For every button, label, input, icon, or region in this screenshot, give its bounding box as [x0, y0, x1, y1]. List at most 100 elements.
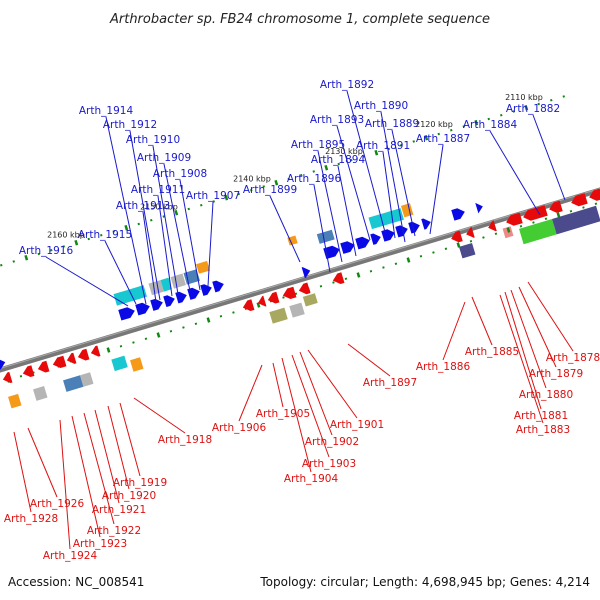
- gene-label-reverse: Arth_1926: [30, 498, 85, 510]
- reverse-gene-arrow: [488, 220, 497, 232]
- callout-line-forward: [157, 195, 173, 297]
- map-title: Arthrobacter sp. FB24 chromosome 1, comp…: [109, 12, 490, 27]
- forward-gene-arrow: [451, 208, 465, 221]
- callout-line-reverse: [272, 362, 284, 408]
- tick-row-top: [450, 128, 453, 132]
- gene-label-reverse: Arth_1920: [102, 490, 156, 502]
- forward-gene-arrow: [475, 202, 483, 214]
- cog-track: [8, 203, 600, 409]
- cog-block-cyan: [113, 285, 147, 306]
- callout-line-reverse: [119, 402, 141, 477]
- reverse-gene-arrow: [523, 205, 548, 221]
- tick-row-top: [262, 185, 266, 188]
- gene-label-reverse: Arth_1886: [416, 361, 471, 373]
- reverse-gene-arrow: [257, 295, 267, 307]
- cog-block-grey: [80, 372, 94, 387]
- callout-line-forward: [163, 163, 191, 292]
- gene-label-reverse: Arth_1919: [113, 477, 167, 489]
- tick-row-bottom: [544, 217, 548, 220]
- gene-label-reverse: Arth_1906: [212, 422, 267, 434]
- tick-row-top: [137, 222, 141, 226]
- gene-label-forward: Arth_1913: [116, 200, 170, 212]
- gene-label-forward: Arth_1890: [354, 100, 408, 112]
- gene-label-forward: Arth_1911: [131, 184, 185, 196]
- callout-line-reverse: [347, 343, 391, 377]
- tick-row-bottom: [432, 251, 435, 254]
- forward-gene-arrow: [200, 284, 212, 296]
- cog-block-navy: [459, 243, 476, 259]
- gene-label-forward: Arth_1884: [463, 119, 518, 131]
- tick-row-top: [412, 140, 416, 143]
- tick-row-top: [150, 218, 153, 222]
- gene-label-forward: Arth_1889: [365, 118, 419, 130]
- callout-line-forward: [45, 256, 129, 307]
- gene-callouts: Arth_1882Arth_1884Arth_1887Arth_1889Arth…: [4, 79, 600, 562]
- cog-block-orange: [287, 235, 298, 246]
- reverse-gene-arrow: [52, 355, 67, 369]
- tick-row-top: [550, 98, 553, 102]
- gene-label-reverse: Arth_1924: [43, 550, 98, 562]
- tick-row-top: [12, 260, 16, 263]
- gene-label-reverse: Arth_1922: [87, 525, 141, 537]
- cog-block-grey: [33, 386, 48, 401]
- tick-row-top: [312, 170, 316, 173]
- tick-row-top: [187, 207, 191, 211]
- cog-block-navy: [552, 205, 600, 235]
- tick-row-bottom: [106, 347, 111, 353]
- tick-row-top: [212, 200, 216, 203]
- backbone-track: [0, 187, 600, 373]
- tick-row-bottom: [182, 326, 185, 329]
- tick-row-bottom: [369, 269, 373, 273]
- callout-line-reverse: [83, 412, 115, 525]
- gene-label-reverse: Arth_1901: [330, 419, 384, 431]
- backbone-highlight: [0, 187, 600, 370]
- tick-row-bottom: [32, 371, 35, 374]
- reverse-gene-arrow: [549, 200, 563, 213]
- tick-row-bottom: [256, 302, 261, 308]
- gene-label-forward: Arth_1895: [291, 139, 345, 151]
- cog-block-grey: [289, 302, 305, 318]
- scale-label: 2110 kbp: [505, 93, 543, 102]
- callout-line-reverse: [59, 419, 71, 550]
- tick-row-bottom: [582, 206, 585, 209]
- forward-gene-arrow: [135, 302, 150, 316]
- tick-row-bottom: [594, 202, 598, 205]
- callout-line-reverse: [510, 289, 547, 389]
- gene-label-reverse: Arth_1880: [519, 389, 573, 401]
- tick-row-bottom: [382, 266, 385, 269]
- forward-gene-arrow: [150, 298, 163, 311]
- tick-row-bottom: [332, 281, 335, 284]
- gene-label-reverse: Arth_1878: [546, 352, 600, 364]
- tick-row-top: [362, 155, 366, 158]
- callout-line-reverse: [71, 415, 101, 538]
- callout-line-forward: [336, 125, 371, 241]
- gene-label-reverse: Arth_1905: [256, 408, 310, 420]
- callout-line-reverse: [94, 409, 120, 504]
- reverse-gene-arrow: [282, 286, 297, 300]
- tick-row-top: [374, 149, 379, 156]
- gene-label-reverse: Arth_1923: [73, 538, 127, 550]
- callout-line-reverse: [133, 397, 186, 434]
- scale-label: 2150 kbp: [140, 203, 178, 212]
- tick-row-bottom: [469, 239, 473, 243]
- gene-label-reverse: Arth_1902: [305, 436, 359, 448]
- gene-label-reverse: Arth_1897: [363, 377, 417, 389]
- forward-gene-arrow: [187, 287, 200, 300]
- tick-row-top: [462, 125, 466, 128]
- tick-row-bottom: [232, 311, 235, 314]
- callout-line-forward: [489, 130, 541, 216]
- callout-line-forward: [104, 240, 137, 305]
- forward-gene-arrow: [212, 280, 224, 293]
- reverse-gene-arrow: [571, 193, 588, 207]
- tick-row-top: [37, 252, 41, 256]
- callout-line-forward: [269, 195, 301, 263]
- scale-label: 2140 kbp: [233, 175, 271, 184]
- tick-row-bottom: [356, 272, 361, 278]
- cog-block-orange: [196, 260, 210, 274]
- reverse-gene-arrow: [2, 371, 13, 384]
- gene-label-forward: Arth_1882: [506, 103, 560, 115]
- reverse-gene-arrow: [267, 291, 280, 304]
- gene-label-forward: Arth_1907: [186, 190, 240, 202]
- tick-row-bottom: [294, 292, 298, 295]
- callout-line-reverse: [499, 294, 544, 424]
